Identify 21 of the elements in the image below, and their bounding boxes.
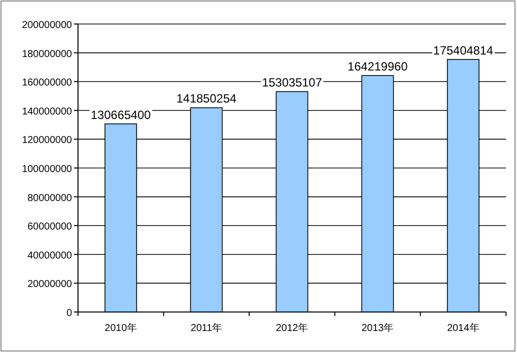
data-label: 175404814	[433, 43, 494, 58]
x-tick-label: 2010年	[104, 322, 137, 334]
y-tick-label: 80000000	[28, 192, 72, 204]
data-label: 153035107	[262, 76, 322, 90]
data-label: 141850254	[176, 92, 237, 106]
y-tick-label: 160000000	[22, 78, 72, 89]
y-tick-label: 200000000	[22, 20, 72, 31]
y-tick-label: 140000000	[22, 106, 72, 118]
y-tick-label: 180000000	[22, 48, 72, 60]
y-tick-label: 100000000	[22, 164, 72, 175]
y-tick-label: 40000000	[28, 250, 72, 262]
y-tick-label: 60000000	[28, 222, 72, 233]
data-label: 130665400	[90, 108, 152, 122]
x-tick-label: 2014年	[447, 322, 480, 334]
x-tick-label: 2013年	[361, 322, 394, 334]
y-tick-label: 120000000	[22, 135, 72, 146]
y-tick-label: 0	[66, 308, 72, 319]
x-tick-label: 2011年	[190, 322, 222, 334]
data-label: 164219960	[348, 60, 408, 74]
x-tick-label: 2012年	[276, 322, 308, 334]
y-tick-label: 20000000	[28, 279, 72, 290]
